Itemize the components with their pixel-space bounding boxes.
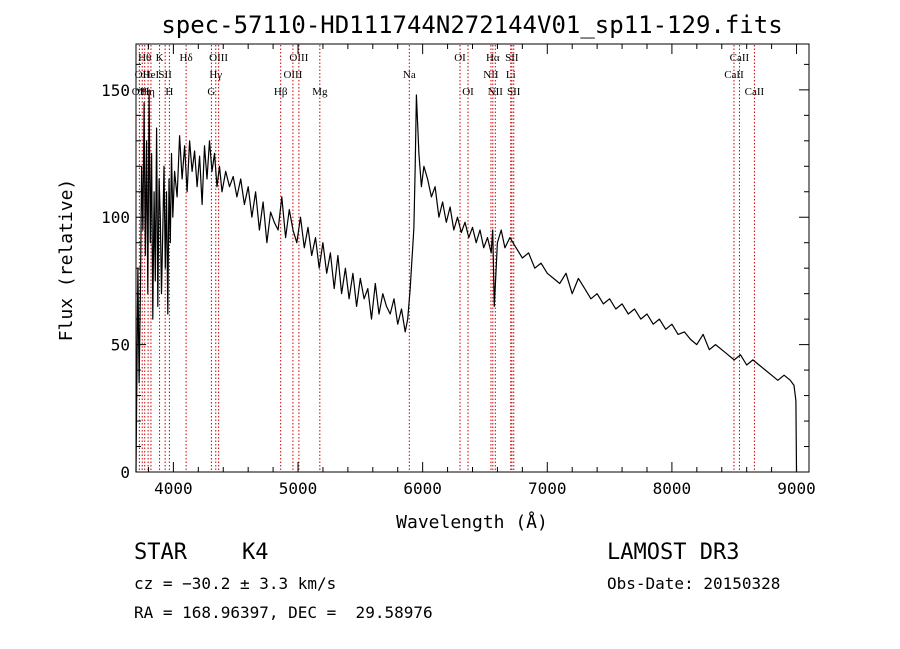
y-axis: 0 50 100 150: [101, 63, 809, 482]
line-marker-label: CaII: [745, 86, 765, 98]
line-marker-label: SII: [158, 69, 172, 81]
line-marker-label: Hα: [486, 52, 500, 64]
line-marker-label: OIII: [289, 52, 308, 64]
redshift-cz: cz = −30.2 ± 3.3 km/s: [134, 574, 337, 593]
obs-date: Obs-Date: 20150328: [607, 574, 781, 593]
y-tick-label: 100: [101, 208, 130, 227]
line-marker-label: OII: [135, 69, 151, 81]
x-tick-label: 9000: [777, 479, 816, 498]
line-marker-label: OIII: [283, 69, 302, 81]
line-marker-label: OI: [462, 86, 474, 98]
line-marker-label: SII: [505, 52, 519, 64]
line-marker-label: Hθ: [138, 52, 151, 64]
y-axis-label: Flux (relative): [56, 179, 77, 342]
line-marker-label: Li: [506, 69, 516, 81]
line-marker-label: Mg: [312, 86, 328, 98]
line-marker-label: NII: [488, 86, 504, 98]
line-marker-label: HeI: [143, 69, 160, 81]
line-marker-label: K: [156, 52, 164, 64]
survey-name: LAMOST DR3: [607, 540, 740, 565]
subclass: K4: [242, 540, 269, 565]
x-axis: 4000 5000 6000 7000 8000 9000: [147, 44, 816, 498]
line-marker-label: H: [165, 86, 173, 98]
x-tick-label: 8000: [653, 479, 692, 498]
chart-title: spec-57110-HD111744N272144V01_sp11-129.f…: [161, 11, 782, 39]
line-marker-label: NII: [483, 69, 499, 81]
x-axis-label: Wavelength (Å): [396, 511, 548, 533]
x-tick-label: 5000: [279, 479, 318, 498]
x-tick-label: 4000: [154, 479, 193, 498]
line-marker-label: CaII: [724, 69, 744, 81]
line-marker-label: OI: [454, 52, 466, 64]
line-markers: OIIOIIHθHηHeIKSIIHHδGHγOIIIHβOIIIOIIIMgN…: [132, 45, 765, 471]
line-marker-label: Na: [403, 69, 416, 81]
object-class: STAR: [134, 540, 187, 565]
line-marker-label: Hβ: [274, 86, 288, 98]
y-tick-label: 50: [111, 336, 130, 355]
line-marker-label: OIII: [209, 52, 228, 64]
plot-frame: [135, 43, 810, 473]
y-tick-label: 150: [101, 81, 130, 100]
coordinates: RA = 168.96397, DEC = 29.58976: [134, 603, 433, 622]
line-marker-label: CaII: [730, 52, 750, 64]
y-tick-label: 0: [120, 463, 130, 482]
line-marker-label: Hγ: [209, 69, 222, 81]
line-marker-label: Hδ: [180, 52, 193, 64]
flux-series-line: [135, 89, 798, 473]
x-tick-label: 6000: [403, 479, 442, 498]
line-marker-label: G: [207, 86, 215, 98]
line-marker-label: SII: [507, 86, 521, 98]
line-marker-label: Hη: [141, 86, 155, 98]
x-tick-label: 7000: [528, 479, 567, 498]
